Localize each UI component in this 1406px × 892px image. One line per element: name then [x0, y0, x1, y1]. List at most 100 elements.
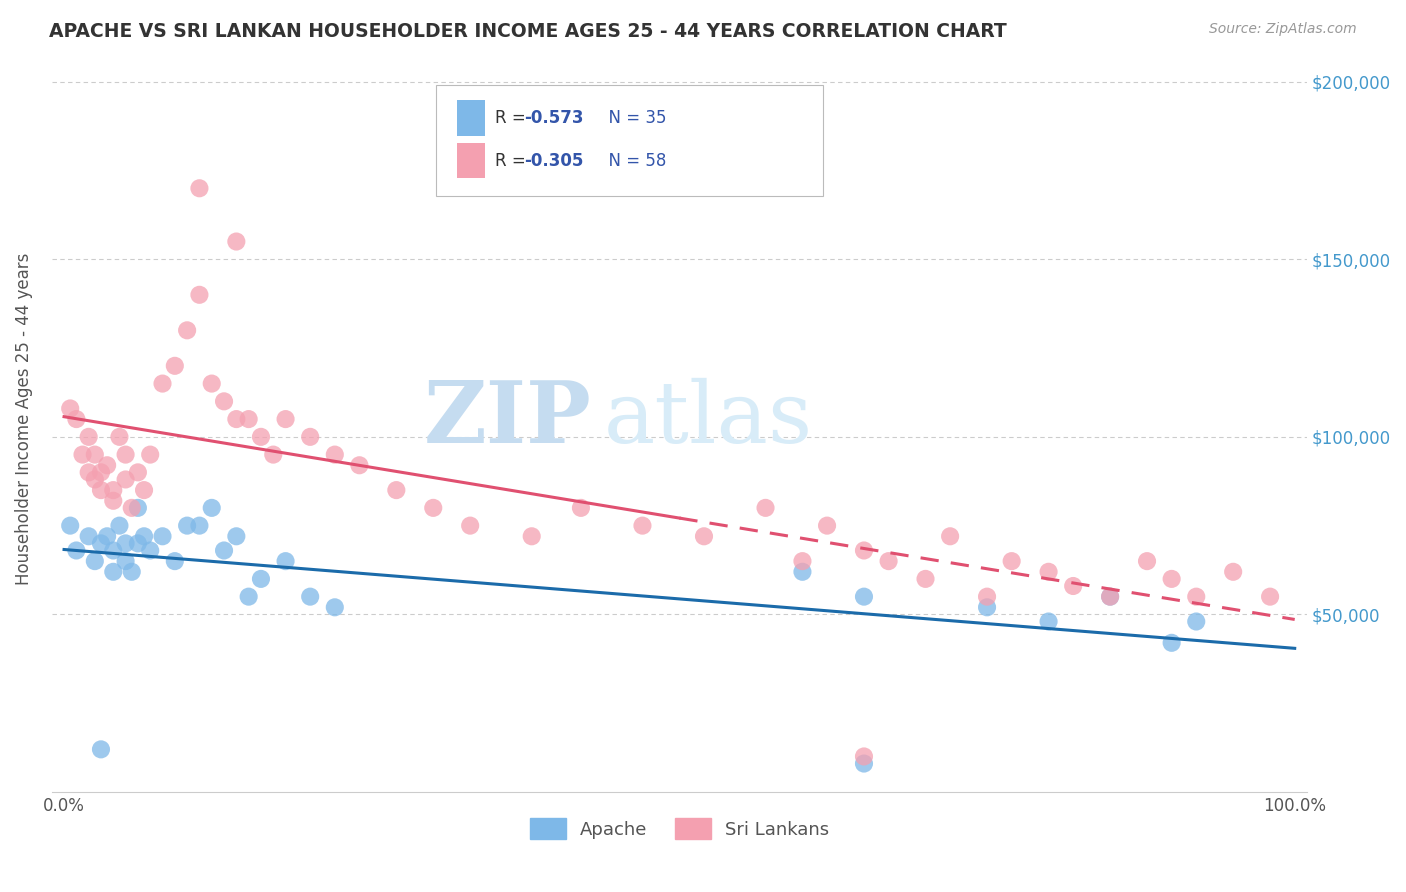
- Point: [103, 483, 125, 497]
- Text: atlas: atlas: [605, 377, 813, 460]
- Point: [59, 401, 82, 416]
- Point: [103, 543, 125, 558]
- Point: [114, 554, 136, 568]
- Point: [90, 466, 112, 480]
- Point: [852, 749, 875, 764]
- Point: [458, 518, 481, 533]
- Point: [212, 543, 235, 558]
- Point: [77, 430, 100, 444]
- Point: [77, 529, 100, 543]
- Point: [121, 500, 143, 515]
- Point: [83, 473, 105, 487]
- Point: [238, 412, 260, 426]
- Point: [299, 590, 322, 604]
- Point: [90, 536, 112, 550]
- Point: [852, 590, 875, 604]
- Point: [1001, 554, 1024, 568]
- Point: [1160, 572, 1182, 586]
- Point: [225, 235, 247, 249]
- Point: [83, 554, 105, 568]
- Point: [1038, 615, 1060, 629]
- Point: [127, 466, 149, 480]
- Point: [1185, 590, 1208, 604]
- Point: [1099, 590, 1122, 604]
- Point: [1258, 590, 1281, 604]
- Point: [349, 458, 371, 473]
- Point: [520, 529, 543, 543]
- Point: [65, 543, 87, 558]
- Point: [114, 448, 136, 462]
- Y-axis label: Householder Income Ages 25 - 44 years: Householder Income Ages 25 - 44 years: [15, 253, 32, 585]
- Text: APACHE VS SRI LANKAN HOUSEHOLDER INCOME AGES 25 - 44 YEARS CORRELATION CHART: APACHE VS SRI LANKAN HOUSEHOLDER INCOME …: [49, 22, 1007, 41]
- Point: [212, 394, 235, 409]
- Point: [188, 181, 211, 195]
- Point: [108, 430, 131, 444]
- Point: [90, 483, 112, 497]
- Text: R =: R =: [495, 152, 531, 169]
- Point: [201, 500, 224, 515]
- Point: [976, 590, 998, 604]
- Point: [1099, 590, 1122, 604]
- Point: [1136, 554, 1159, 568]
- Point: [188, 287, 211, 301]
- Point: [139, 448, 162, 462]
- Point: [127, 500, 149, 515]
- Point: [103, 493, 125, 508]
- Point: [754, 500, 776, 515]
- Point: [132, 529, 155, 543]
- Point: [250, 430, 273, 444]
- Point: [274, 412, 297, 426]
- Point: [225, 529, 247, 543]
- Point: [163, 554, 186, 568]
- Point: [1160, 636, 1182, 650]
- Point: [1185, 615, 1208, 629]
- Text: -0.573: -0.573: [524, 109, 583, 127]
- Point: [792, 565, 814, 579]
- Point: [59, 518, 82, 533]
- Text: -0.305: -0.305: [524, 152, 583, 169]
- Point: [815, 518, 838, 533]
- Text: Source: ZipAtlas.com: Source: ZipAtlas.com: [1209, 22, 1357, 37]
- Point: [121, 565, 143, 579]
- Point: [792, 554, 814, 568]
- Point: [274, 554, 297, 568]
- Point: [299, 430, 322, 444]
- Point: [132, 483, 155, 497]
- Point: [139, 543, 162, 558]
- Point: [201, 376, 224, 391]
- Point: [114, 473, 136, 487]
- Point: [262, 448, 284, 462]
- Point: [569, 500, 592, 515]
- Point: [1038, 565, 1060, 579]
- Point: [127, 536, 149, 550]
- Text: N = 35: N = 35: [598, 109, 666, 127]
- Point: [176, 518, 198, 533]
- Point: [323, 600, 346, 615]
- Point: [188, 518, 211, 533]
- Point: [77, 466, 100, 480]
- Point: [852, 543, 875, 558]
- Point: [1062, 579, 1084, 593]
- Point: [163, 359, 186, 373]
- Text: ZIP: ZIP: [423, 377, 592, 461]
- Point: [323, 448, 346, 462]
- Point: [225, 412, 247, 426]
- Point: [72, 448, 94, 462]
- Point: [914, 572, 936, 586]
- Point: [152, 376, 174, 391]
- Point: [852, 756, 875, 771]
- Point: [939, 529, 962, 543]
- Legend: Apache, Sri Lankans: Apache, Sri Lankans: [522, 811, 837, 847]
- Point: [176, 323, 198, 337]
- Point: [238, 590, 260, 604]
- Point: [631, 518, 654, 533]
- Point: [108, 518, 131, 533]
- Point: [877, 554, 900, 568]
- Point: [422, 500, 444, 515]
- Point: [103, 565, 125, 579]
- Point: [976, 600, 998, 615]
- Point: [385, 483, 408, 497]
- Point: [65, 412, 87, 426]
- Point: [96, 458, 118, 473]
- Point: [96, 529, 118, 543]
